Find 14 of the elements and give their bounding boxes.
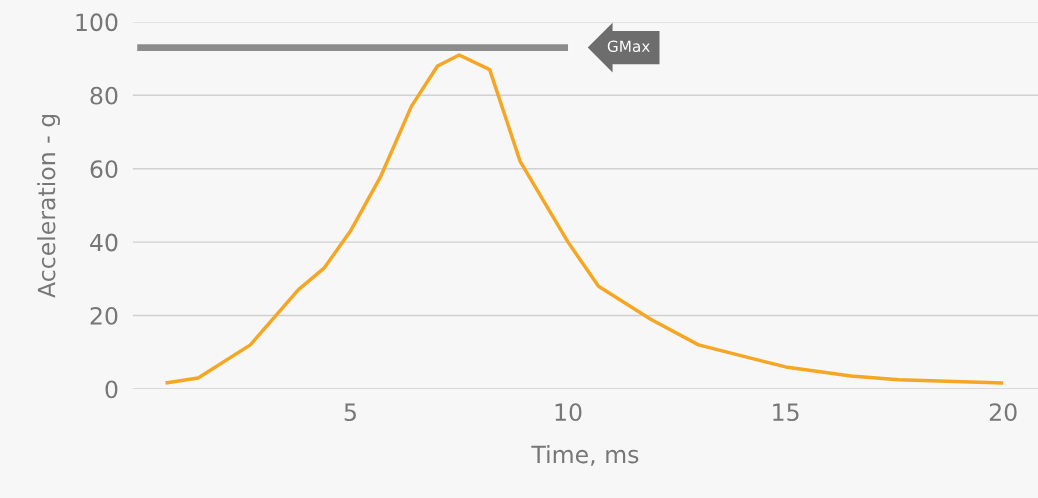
x-tick-label: 5 xyxy=(344,403,356,422)
y-tick-label: 40 xyxy=(90,233,118,252)
y-tick-label: 60 xyxy=(90,160,118,179)
x-axis-title: Time, ms xyxy=(531,445,639,466)
y-tick-label: 100 xyxy=(76,13,118,32)
x-tick-label: 20 xyxy=(989,403,1017,422)
x-tick-label: 10 xyxy=(555,403,582,422)
x-tick-label: 15 xyxy=(773,403,799,422)
y-tick-label: 20 xyxy=(90,306,118,325)
y-tick-label: 80 xyxy=(90,86,118,105)
y-tick-label: 0 xyxy=(105,380,118,399)
line-series xyxy=(163,53,1005,385)
annotation: GMax xyxy=(607,40,650,53)
y-axis-title: Acceleration - g xyxy=(37,114,61,298)
